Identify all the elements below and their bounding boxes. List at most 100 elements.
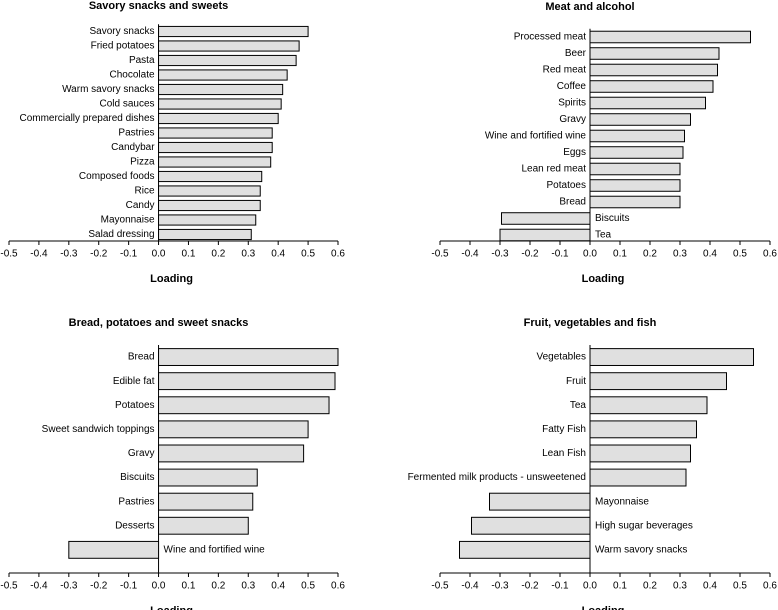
category-label: Biscuits xyxy=(595,213,629,224)
category-label: Fruit xyxy=(566,376,586,387)
category-label: Bread xyxy=(128,352,155,363)
x-tick-label: 0.3 xyxy=(673,249,687,260)
category-label: Pasta xyxy=(129,55,155,66)
category-label: Chocolate xyxy=(110,70,155,81)
bar xyxy=(158,112,279,125)
category-label: Spirits xyxy=(558,98,586,109)
category-label: Red meat xyxy=(543,65,587,76)
bar xyxy=(589,113,691,126)
x-tick-label: -0.3 xyxy=(60,249,78,260)
x-tick-label: 0.4 xyxy=(271,249,285,260)
category-label: Pizza xyxy=(130,157,155,168)
category-label: Potatoes xyxy=(547,180,586,191)
bar xyxy=(589,195,681,209)
bar xyxy=(158,83,284,96)
category-label: Warm savory snacks xyxy=(62,84,154,95)
x-tick-label: 0.1 xyxy=(182,249,196,260)
x-tick-label: -0.1 xyxy=(551,249,569,260)
panel-title: Bread, potatoes and sweet snacks xyxy=(69,317,249,329)
x-tick-label: -0.4 xyxy=(30,249,48,260)
x-tick-label: 0.1 xyxy=(613,581,627,592)
category-label: Beer xyxy=(565,48,587,59)
x-tick-label: 0.0 xyxy=(583,249,597,260)
bar xyxy=(589,80,714,93)
x-axis-label: Loading xyxy=(150,605,193,610)
bar xyxy=(158,25,309,38)
bar xyxy=(589,420,697,439)
bar xyxy=(158,127,273,139)
category-label: Candybar xyxy=(111,142,155,153)
bar xyxy=(589,179,681,192)
category-label: Rice xyxy=(135,186,155,197)
category-label: Lean Fish xyxy=(542,448,586,459)
x-tick-label: -0.3 xyxy=(491,249,509,260)
x-tick-label: 0.6 xyxy=(331,249,345,260)
category-label: Tea xyxy=(595,230,612,241)
x-tick-label: 0.2 xyxy=(211,249,225,260)
category-label: High sugar beverages xyxy=(595,520,693,531)
bar xyxy=(589,30,751,44)
category-label: Edible fat xyxy=(113,376,155,387)
bar xyxy=(68,540,160,559)
category-label: Vegetables xyxy=(537,352,587,363)
x-axis-label: Loading xyxy=(582,273,625,285)
bar xyxy=(158,468,258,487)
bar xyxy=(158,98,282,110)
x-tick-label: 0.2 xyxy=(643,249,657,260)
bar xyxy=(459,540,591,559)
x-tick-label: -0.1 xyxy=(551,581,569,592)
bar xyxy=(158,141,273,154)
category-label: Pastries xyxy=(118,496,154,507)
x-tick-label: -0.2 xyxy=(521,249,539,260)
bar xyxy=(499,228,591,242)
panel-title: Meat and alcohol xyxy=(545,1,634,13)
x-tick-label: 0.0 xyxy=(152,249,166,260)
category-label: Cold sauces xyxy=(100,99,155,110)
category-label: Desserts xyxy=(115,520,154,531)
bar xyxy=(158,228,252,241)
bar xyxy=(158,40,300,52)
x-tick-label: 0.5 xyxy=(733,581,747,592)
x-tick-label: -0.5 xyxy=(431,581,449,592)
category-label: Fatty Fish xyxy=(542,424,586,435)
x-tick-label: 0.1 xyxy=(613,249,627,260)
category-label: Wine and fortified wine xyxy=(485,131,587,142)
bar xyxy=(158,199,261,212)
x-tick-label: 0.0 xyxy=(152,581,166,592)
x-tick-label: 0.4 xyxy=(703,581,717,592)
category-label: Lean red meat xyxy=(522,164,587,175)
bar xyxy=(589,444,691,463)
x-tick-label: -0.5 xyxy=(431,249,449,260)
category-label: Pastries xyxy=(118,128,154,139)
x-tick-label: -0.5 xyxy=(0,581,18,592)
x-tick-label: 0.3 xyxy=(673,581,687,592)
x-tick-label: 0.6 xyxy=(763,249,777,260)
bar xyxy=(158,69,288,81)
bar xyxy=(589,129,685,143)
x-tick-label: -0.1 xyxy=(120,581,138,592)
category-label: Mayonnaise xyxy=(595,496,649,507)
x-tick-label: 0.6 xyxy=(331,581,345,592)
bar xyxy=(158,156,272,168)
category-label: Coffee xyxy=(557,81,587,92)
panel-title: Savory snacks and sweets xyxy=(89,0,228,12)
bar xyxy=(158,492,254,511)
category-label: Commercially prepared dishes xyxy=(19,113,154,124)
x-tick-label: -0.1 xyxy=(120,249,138,260)
x-tick-label: -0.4 xyxy=(461,249,479,260)
category-label: Biscuits xyxy=(120,472,154,483)
bar xyxy=(589,47,720,60)
category-label: Candy xyxy=(126,200,155,211)
category-label: Potatoes xyxy=(115,400,154,411)
bar xyxy=(501,212,591,225)
category-label: Sweet sandwich toppings xyxy=(42,424,155,435)
bar xyxy=(589,96,706,110)
x-tick-label: -0.3 xyxy=(60,581,78,592)
bar xyxy=(158,420,309,439)
bar xyxy=(589,162,681,176)
x-tick-label: 0.5 xyxy=(301,249,315,260)
category-label: Composed foods xyxy=(79,171,155,182)
category-label: Fried potatoes xyxy=(91,41,155,52)
